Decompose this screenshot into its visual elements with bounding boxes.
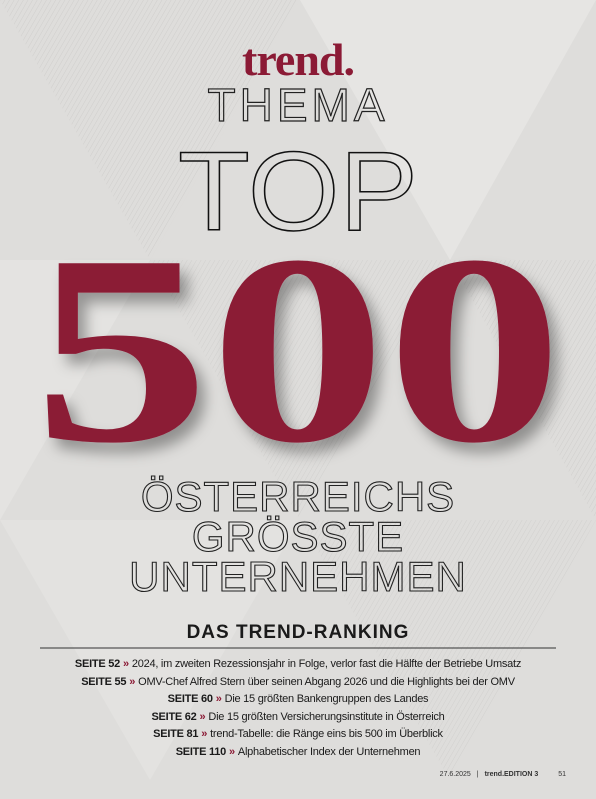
section: THEMA xyxy=(208,79,389,131)
publication: trend.EDITION 3 xyxy=(484,771,539,778)
separator: | xyxy=(476,771,479,778)
brand: trend. xyxy=(242,34,354,85)
contents-entry: SEITE 81» trend-Tabelle: die Ränge eins b… xyxy=(20,726,576,744)
contents-entry: SEITE 52» 2024, im zweiten Rezessionsjahr… xyxy=(20,656,576,674)
footer: 27.6.2025 | trend.EDITION 3 51 xyxy=(436,771,566,778)
page-ref: SEITE 52 xyxy=(74,658,120,670)
entry-text: Die 15 größten Bankengruppen des Landes xyxy=(224,693,429,706)
kicker: DAS TREND-RANKING xyxy=(187,622,410,643)
subtitle-line: UNTERNEHMEN xyxy=(129,553,467,600)
entry-text: OMV-Chef Alfred Stern über seinen Abgang… xyxy=(138,675,515,688)
contents-entry: SEITE 110» Alphabetischer Index der Unter… xyxy=(20,744,576,762)
entry-text: trend-Tabelle: die Ränge eins bis 500 im… xyxy=(210,728,443,741)
contents-entry: SEITE 62» Die 15 größten Versicherungsins… xyxy=(20,709,576,727)
headline-number: 500 xyxy=(33,200,563,499)
marker: » xyxy=(122,658,129,670)
headline-top: TOP xyxy=(178,129,418,254)
entry-text: Die 15 größten Versicherungsinstitute in… xyxy=(208,710,445,723)
page-ref: SEITE 62 xyxy=(151,710,197,723)
page-number: 51 xyxy=(558,771,566,778)
page-ref: SEITE 110 xyxy=(175,745,227,758)
marker: » xyxy=(199,710,206,723)
subtitle-line: ÖSTERREICHS xyxy=(141,473,455,520)
page-ref: SEITE 60 xyxy=(167,693,213,706)
page-ref: SEITE 55 xyxy=(81,675,127,688)
subtitle-line: GRÖSSTE xyxy=(192,513,404,560)
marker: » xyxy=(215,693,222,706)
marker: » xyxy=(129,675,136,688)
contents-entry: SEITE 55» OMV-Chef Alfred Stern über sein… xyxy=(20,674,576,692)
contents: SEITE 52» 2024, im zweiten Rezessionsjahr… xyxy=(20,656,576,762)
background-pattern xyxy=(0,0,596,780)
marker: » xyxy=(229,745,235,758)
entry-text: Alphabetischer Index der Unternehmen xyxy=(237,745,421,758)
date: 27.6.2025 xyxy=(439,771,471,778)
marker: » xyxy=(201,728,208,741)
page-ref: SEITE 81 xyxy=(153,728,199,741)
contents-entry: SEITE 60» Die 15 größten Bankengruppen de… xyxy=(20,691,576,709)
entry-text: 2024, im zweiten Rezessionsjahr in Folge… xyxy=(131,658,522,670)
